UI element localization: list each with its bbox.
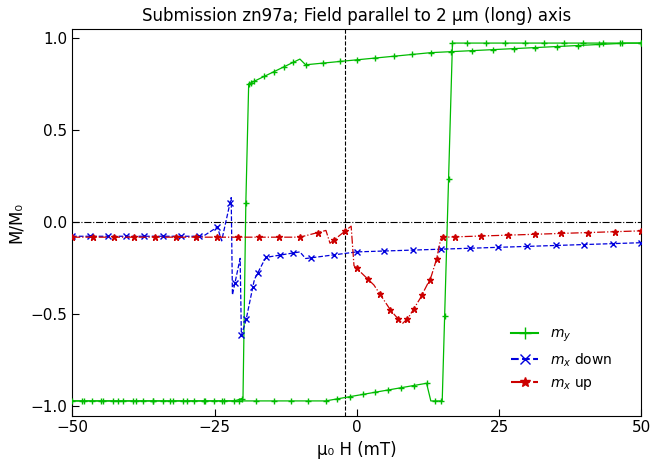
Title: Submission zn97a; Field parallel to 2 μm (long) axis: Submission zn97a; Field parallel to 2 μm…	[142, 7, 571, 25]
Legend: $m_y$, $m_x$ down, $m_x$ up: $m_y$, $m_x$ down, $m_x$ up	[505, 321, 617, 397]
X-axis label: μ₀ H (mT): μ₀ H (mT)	[317, 441, 397, 459]
Y-axis label: M/M₀: M/M₀	[7, 202, 25, 243]
